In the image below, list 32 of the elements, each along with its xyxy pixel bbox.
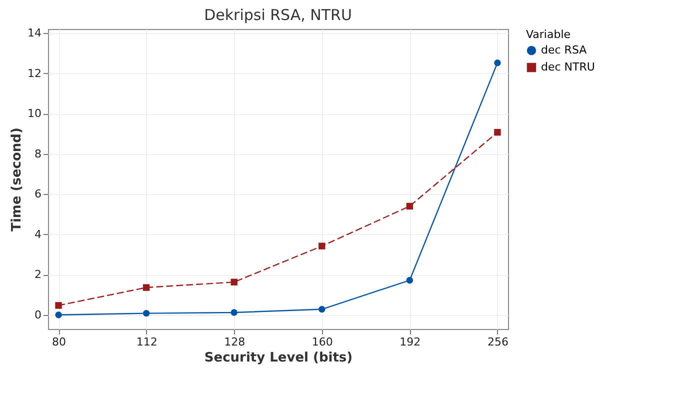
point: [142, 284, 150, 291]
x-tick-label: 128: [224, 336, 246, 348]
point: [55, 312, 62, 318]
point: [318, 306, 326, 313]
legend-label: dec NTRU: [541, 60, 595, 74]
x-tick-label: 80: [52, 336, 66, 348]
y-tick-label: 14: [28, 26, 42, 40]
y-tick-label: 10: [28, 107, 42, 120]
x-tick-label: 192: [400, 336, 421, 348]
point: [55, 302, 62, 309]
legend-title: Variable: [526, 28, 571, 41]
point: [494, 128, 501, 136]
x-tick-label: 160: [312, 336, 333, 348]
y-tick-label: 4: [34, 228, 42, 241]
point: [318, 242, 326, 250]
y-tick-label: 12: [28, 66, 42, 80]
point: [230, 309, 238, 316]
x-tick-label: 256: [487, 336, 508, 348]
x-tick-label: 112: [136, 336, 158, 348]
legend-label: dec RSA: [541, 44, 588, 56]
y-tick-label: 0: [34, 308, 42, 322]
y-tick-label: 8: [34, 147, 42, 160]
y-axis-title: Time (second): [10, 128, 25, 232]
x-axis-title: Security Level (bits): [204, 350, 353, 366]
point: [142, 310, 150, 317]
point: [406, 202, 414, 210]
y-tick-label: 6: [34, 188, 42, 201]
chart-title: Dekripsi RSA, NTRU: [204, 6, 352, 24]
point: [494, 59, 501, 66]
point: [406, 276, 414, 284]
point: [230, 278, 238, 286]
y-tick-label: 2: [34, 268, 42, 282]
